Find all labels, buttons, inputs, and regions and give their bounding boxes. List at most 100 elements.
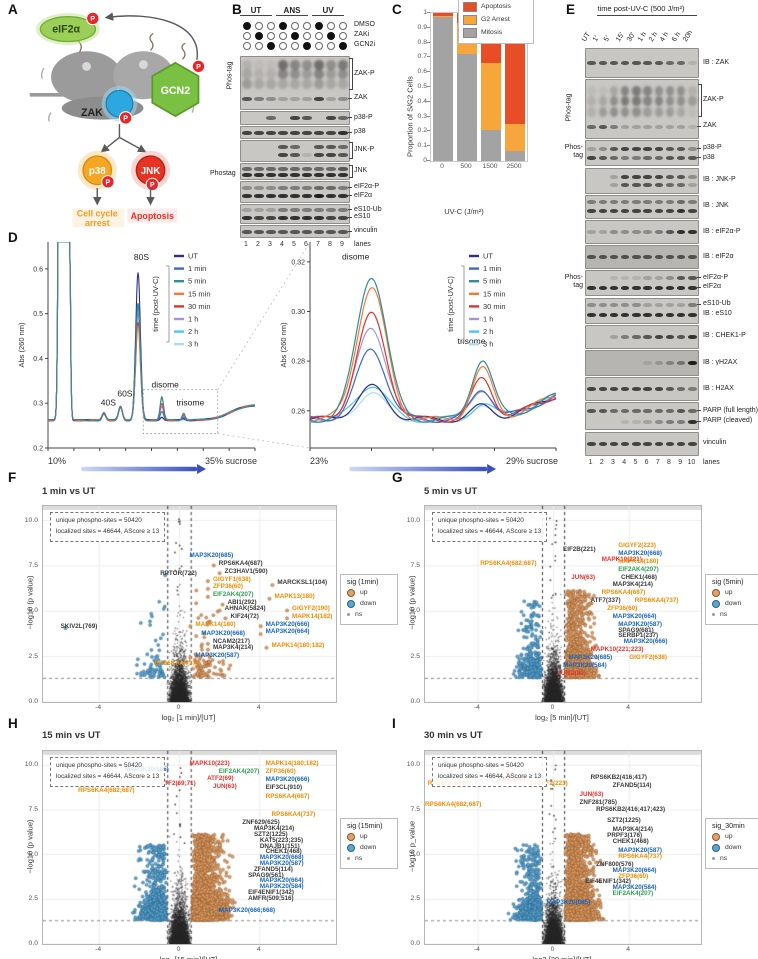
blot-band: [302, 96, 312, 101]
gene-label-MAPK14-180-: MAPK14(180): [195, 620, 236, 628]
blot-band: [266, 172, 276, 177]
blot-band: [688, 334, 697, 339]
blot-band: [632, 61, 641, 65]
v-legend-dot-down: [712, 599, 720, 608]
blot-band: [254, 215, 264, 220]
c-y-tick: 1: [423, 9, 427, 16]
blot-band: [326, 79, 336, 90]
gene-label-CHEK1-468-: CHEK1(468): [265, 848, 302, 856]
blot-label: eIF2α-P: [703, 273, 729, 281]
blot-band: [620, 276, 630, 281]
panel-d-polysome: 0.6 0.5 0.4 0.3 0.2 Abs (260 nm) 10% 35% sucros…: [8, 234, 560, 480]
blot-band: [278, 96, 288, 101]
blot-band-tick: [697, 420, 701, 422]
motion-dash: [48, 112, 52, 122]
blot-band: [609, 124, 619, 129]
ribosome-pore-2: [138, 60, 148, 70]
blot-band: [676, 174, 686, 179]
blot-band: [676, 387, 686, 392]
blot-strip: [240, 204, 350, 224]
gene-label-ABI1-292-: ABI1(292): [227, 599, 257, 607]
cell-cycle-arrest-label-1: Cell cycle: [77, 208, 118, 218]
sucrose-arrow-head: [197, 464, 207, 474]
p38-label: p38: [89, 166, 106, 177]
lane-number: 8: [667, 458, 671, 466]
gene-label-MAP3K20-584-: MAP3K20(584): [563, 661, 607, 669]
zoom-connector-bottom: [217, 433, 311, 449]
blot-band: [643, 146, 652, 151]
blot-band: [278, 59, 288, 70]
blot-band: [587, 302, 596, 307]
blot-band-tick: [697, 157, 701, 159]
v-legend-item-ns: ns: [712, 855, 756, 862]
v-legend-label-down: down: [360, 844, 377, 852]
blot-band: [302, 69, 312, 80]
blot-band: [587, 124, 596, 129]
blot-band: [643, 106, 652, 117]
blot-band: [620, 312, 630, 317]
blot-band: [314, 152, 324, 157]
blot-band: [587, 200, 596, 205]
d-legend-label-30min: 30 min: [188, 302, 211, 311]
v-legend-label-ns: ns: [355, 854, 363, 862]
blot-band-tick: [348, 195, 352, 196]
gene-label-ZFP36-60-: ZFP36(60): [265, 768, 296, 776]
blot-strip: [585, 48, 699, 78]
blot-band: [326, 229, 336, 234]
blot-band: [632, 441, 641, 446]
gene-label-EIF2B-221-: EIF2B(221): [563, 546, 596, 554]
v-x-tick: 0: [550, 704, 555, 711]
group-label-ut: UT: [240, 6, 272, 16]
c-y-tick: 0: [423, 157, 427, 164]
v-y-tick: 5.0: [410, 607, 420, 615]
blot-band: [326, 145, 336, 149]
blot-band: [620, 387, 630, 392]
phospho-stats-box: unique phospho-sites = 50420 localized si…: [432, 757, 548, 787]
blot-band: [598, 200, 608, 205]
blot-band: [620, 61, 630, 65]
v-y-tick: 7.5: [28, 805, 38, 813]
phospho-stats-line1: unique phospho-sites = 50420: [438, 762, 524, 769]
c-y-tickmark: [427, 145, 430, 147]
v-legend-dot-ns: [347, 613, 350, 617]
v-legend-item-ns: ns: [712, 611, 756, 618]
motion-dash: [40, 67, 45, 80]
gene-label-ZC3HAV1-590-: ZC3HAV1(590): [224, 567, 268, 575]
d-legend-label-2h: 2 h: [483, 327, 493, 336]
c-y-tickmark: [427, 130, 430, 132]
blot-band: [278, 130, 288, 135]
blot-band: [632, 312, 641, 317]
ribosome-pore: [82, 61, 92, 71]
blot-band: [654, 334, 664, 339]
e-title-underline: [597, 15, 697, 16]
blot-band: [632, 106, 641, 117]
gene-label-DNAJB1-151-: DNAJB1(151): [259, 842, 300, 850]
timepoint-label: 4 h: [659, 31, 671, 43]
blot-band: [688, 387, 697, 392]
panel-letter-b: B: [232, 2, 242, 17]
phostag-label: Phos-: [564, 144, 583, 152]
phospho-badge: [191, 59, 206, 74]
sucrose-left-label: 23%: [310, 456, 328, 466]
blot-band: [643, 174, 652, 179]
blot-band: [290, 79, 300, 90]
blot-band: [609, 334, 619, 339]
blot-band: [326, 130, 336, 135]
blot-band: [688, 106, 697, 117]
timepoint-label: 20h: [681, 29, 694, 43]
blot-label: vinculin: [703, 439, 727, 447]
blot-band: [676, 208, 686, 213]
gene-label-RPS6KA4-687-: RPS6KA4(687): [265, 793, 310, 801]
gcn2-node: [151, 61, 200, 118]
treatment-dot-empty: [290, 22, 299, 30]
blot-band: [620, 124, 630, 129]
gene-label-EIF2AK4-207-: EIF2AK4(207): [218, 768, 260, 776]
treatment-dot-filled: [278, 22, 287, 30]
blot-band: [665, 302, 675, 307]
blot-band: [665, 200, 675, 205]
v-legend-title: sig (15min): [347, 821, 383, 830]
v-legend: sig_30min up down ns: [705, 818, 758, 870]
blot-label: PARP (cleaved): [703, 417, 753, 425]
blot-band: [302, 229, 312, 234]
